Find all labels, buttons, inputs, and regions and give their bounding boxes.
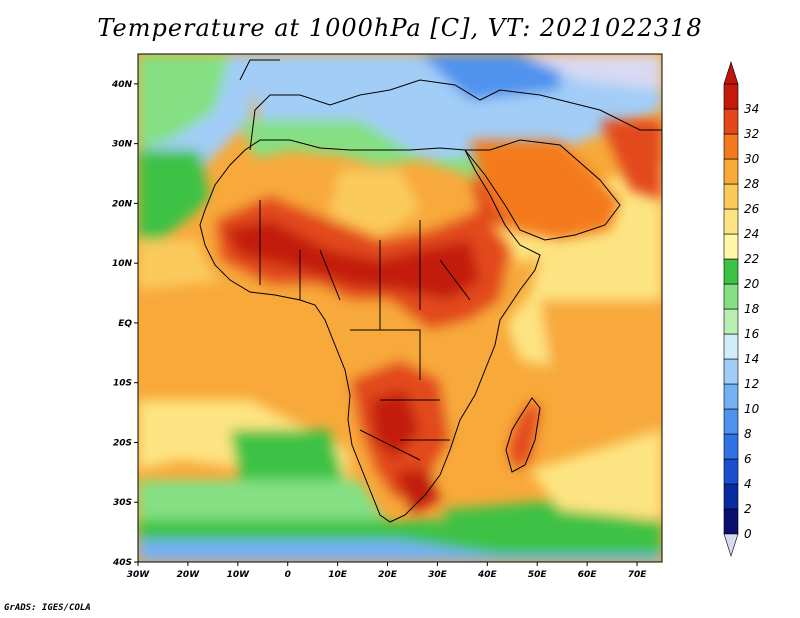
- lon-tick-label: 20W: [177, 570, 201, 580]
- colorbar-swatch: [723, 458, 739, 485]
- colorbar-label: 10: [744, 402, 760, 416]
- coastlines: [199, 59, 662, 523]
- colorbar-swatch: [723, 258, 739, 285]
- colorbar-label: 26: [744, 202, 760, 216]
- colorbar-swatch: [723, 358, 739, 385]
- colorbar-label: 30: [744, 152, 760, 166]
- lat-tick-label: 40N: [111, 80, 133, 90]
- colorbar-under-arrow: [723, 533, 739, 557]
- temperature-field: [138, 54, 662, 562]
- colorbar-label: 28: [744, 177, 760, 191]
- credit-label: GrADS: IGES/COLA: [4, 603, 91, 613]
- lon-tick-label: 10W: [227, 570, 251, 580]
- lat-tick-label: 30S: [113, 498, 132, 508]
- colorbar-swatch: [723, 158, 739, 185]
- colorbar-swatch: [723, 208, 739, 235]
- colorbar-label: 20: [744, 277, 760, 291]
- map-title: Temperature at 1000hPa [C], VT: 20210223…: [97, 14, 703, 42]
- lat-tick-label: 30N: [112, 140, 133, 150]
- lon-tick-label: 0: [285, 570, 291, 580]
- colorbar-swatch: [723, 308, 739, 335]
- colorbar-label: 12: [744, 377, 759, 391]
- lon-tick-label: 40E: [477, 570, 498, 580]
- colorbar-label: 18: [744, 302, 760, 316]
- colorbar-swatch: [723, 508, 739, 535]
- colorbar-swatch: [723, 383, 739, 410]
- lon-tick-label: 70E: [628, 570, 648, 580]
- lon-tick-label: 30W: [127, 570, 151, 580]
- colorbar-label: 14: [744, 352, 759, 366]
- colorbar-swatch: [723, 183, 739, 210]
- colorbar-label: 22: [744, 252, 759, 266]
- colorbar-swatch: [723, 233, 739, 260]
- map-frame: [137, 53, 663, 563]
- latitude-axis: 40N 30N 20N 10N EQ 10S 20S 30S 40S: [111, 80, 138, 568]
- lat-tick-label: 10N: [112, 259, 133, 269]
- lon-tick-label: 50E: [528, 570, 548, 580]
- lon-tick-label: 10E: [328, 570, 348, 580]
- colorbar-swatch: [723, 283, 739, 310]
- colorbar-label: 32: [744, 127, 759, 141]
- lon-tick-label: 30E: [428, 570, 448, 580]
- colorbar-label: 24: [744, 227, 759, 241]
- lon-tick-label: 60E: [578, 570, 598, 580]
- colorbar-swatch: [723, 108, 739, 135]
- colorbar-label: 4: [744, 477, 752, 491]
- colorbar-over-arrow: [723, 61, 739, 85]
- colorbar-swatch: [723, 483, 739, 510]
- colorbar-label: 0: [744, 527, 752, 541]
- colorbar-swatch: [723, 408, 739, 435]
- colorbar-swatch: [723, 133, 739, 160]
- colorbar-label: 34: [744, 102, 759, 116]
- lon-tick-label: 20E: [378, 570, 398, 580]
- longitude-axis: 30W 20W 10W 0 10E 20E 30E 40E 50E 60E 70E: [127, 562, 647, 580]
- lat-tick-label: 20N: [112, 199, 133, 209]
- colorbar-label: 8: [744, 427, 752, 441]
- lat-tick-label: EQ: [118, 319, 132, 329]
- colorbar-swatch: [723, 83, 739, 110]
- lat-tick-label: 40S: [112, 558, 132, 568]
- colorbar-label: 16: [744, 327, 760, 341]
- colorbar-swatch: [723, 433, 739, 460]
- colorbar-swatch: [723, 333, 739, 360]
- colorbar-label: 2: [744, 502, 752, 516]
- lat-tick-label: 20S: [113, 438, 132, 448]
- lat-tick-label: 10S: [113, 379, 132, 389]
- colorbar-label: 6: [744, 452, 752, 466]
